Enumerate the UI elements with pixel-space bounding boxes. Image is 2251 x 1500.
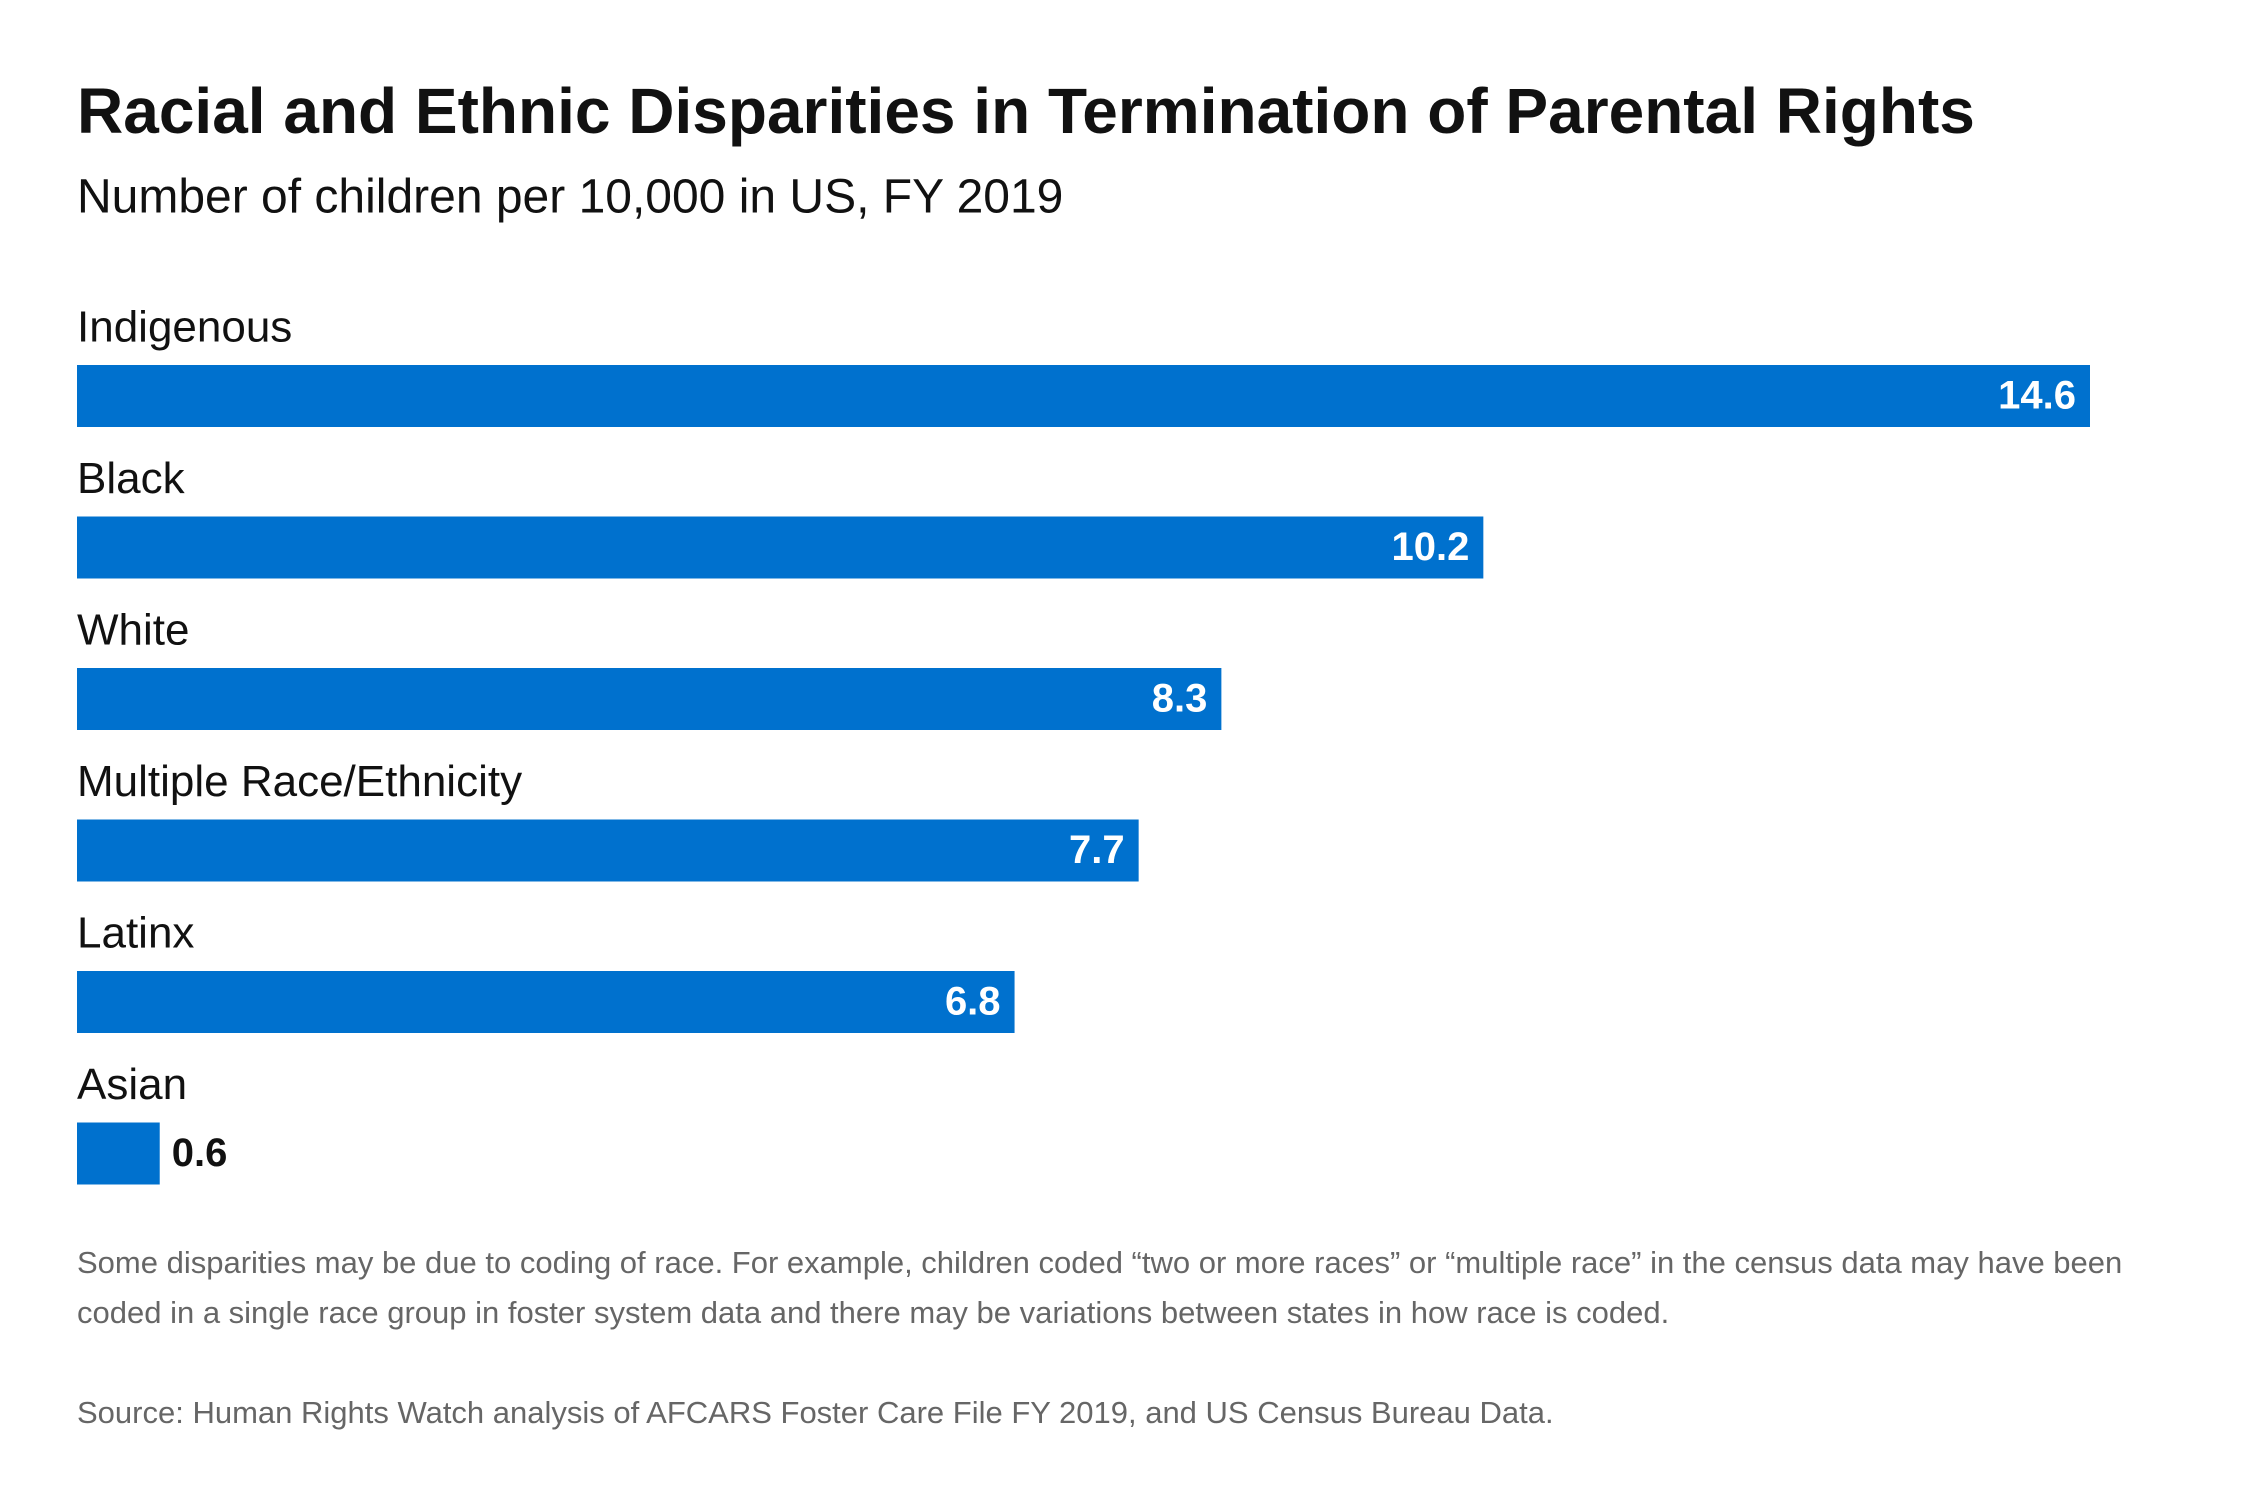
chart-title: Racial and Ethnic Disparities in Termina… (77, 75, 1975, 147)
bar (77, 1122, 160, 1185)
bar (77, 819, 1139, 882)
value-label: 8.3 (1152, 677, 1208, 721)
bar (77, 668, 1222, 730)
category-label: Multiple Race/Ethnicity (77, 757, 522, 806)
category-label: Asian (77, 1060, 187, 1109)
bar (77, 516, 1484, 579)
category-label: Latinx (77, 909, 194, 958)
value-label: 0.6 (172, 1131, 228, 1175)
chart-note: Some disparities may be due to coding of… (77, 1245, 2123, 1330)
category-label: White (77, 606, 189, 655)
chart-subtitle: Number of children per 10,000 in US, FY … (77, 171, 1063, 224)
value-label: 10.2 (1391, 525, 1469, 569)
category-label: Black (77, 454, 186, 503)
bar (77, 365, 2090, 427)
value-label: 6.8 (945, 980, 1001, 1024)
chart-source: Source: Human Rights Watch analysis of A… (77, 1395, 1554, 1430)
value-label: 14.6 (1998, 374, 2076, 418)
bar (77, 971, 1015, 1033)
category-label: Indigenous (77, 303, 292, 352)
value-label: 7.7 (1069, 828, 1125, 872)
